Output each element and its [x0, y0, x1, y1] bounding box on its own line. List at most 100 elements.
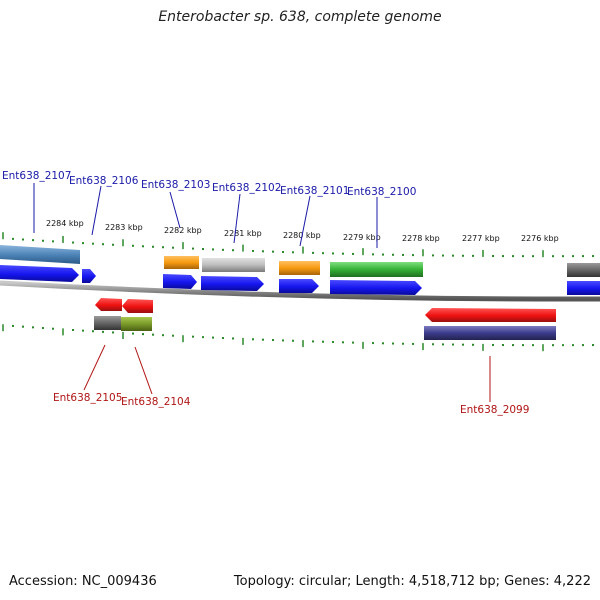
gene-label[interactable]: Ent638_2107	[2, 170, 71, 182]
minor-tick	[322, 252, 324, 255]
minor-tick	[462, 343, 464, 346]
major-tick	[362, 341, 364, 349]
major-tick	[422, 249, 424, 257]
tick-label: 2277 kbp	[462, 234, 500, 243]
cds-arrow[interactable]	[0, 265, 79, 282]
minor-tick	[32, 239, 34, 242]
minor-tick	[272, 339, 274, 342]
minor-tick	[332, 341, 334, 344]
gene-label[interactable]: Ent638_2105	[53, 392, 122, 404]
cds-arrow[interactable]	[95, 298, 122, 311]
minor-tick	[282, 250, 284, 253]
gene-label[interactable]: Ent638_2106	[69, 175, 139, 187]
major-tick	[362, 248, 364, 256]
minor-tick	[252, 338, 254, 341]
gene-bar[interactable]	[0, 245, 80, 264]
minor-tick	[352, 252, 354, 255]
minor-tick	[192, 335, 194, 338]
minor-tick	[352, 341, 354, 344]
gene-bar[interactable]	[164, 256, 199, 269]
minor-tick	[222, 337, 224, 340]
cds-arrow[interactable]	[201, 276, 264, 291]
gene-label[interactable]: Ent638_2099	[460, 404, 529, 416]
gene-label[interactable]: Ent638_2102	[212, 182, 281, 194]
minor-tick	[512, 255, 514, 258]
gene-label[interactable]: Ent638_2100	[347, 186, 416, 198]
tick-label: 2281 kbp	[224, 229, 262, 238]
major-tick	[2, 324, 4, 332]
bottom-gene-labels: Ent638_2105 Ent638_2104 Ent638_2099	[53, 392, 529, 416]
minor-tick	[442, 343, 444, 346]
cds-arrow[interactable]	[425, 308, 556, 322]
minor-tick	[112, 331, 114, 334]
minor-tick	[342, 252, 344, 255]
major-tick	[122, 239, 124, 247]
minor-tick	[72, 328, 74, 331]
minor-tick	[162, 334, 164, 337]
gene-bar[interactable]	[330, 262, 423, 277]
minor-tick	[512, 344, 514, 347]
major-tick	[242, 337, 244, 345]
minor-tick	[312, 251, 314, 254]
cds-arrow[interactable]	[163, 274, 197, 289]
gene-bar[interactable]	[121, 317, 152, 331]
minor-tick	[412, 254, 414, 257]
cds-arrow[interactable]	[567, 281, 600, 295]
gene-bar[interactable]	[424, 326, 556, 340]
major-tick	[542, 250, 544, 258]
minor-tick	[322, 340, 324, 343]
cds-arrow[interactable]	[330, 280, 422, 295]
top-cds-arrows	[0, 265, 600, 295]
minor-tick	[372, 253, 374, 256]
minor-tick	[102, 330, 104, 333]
cds-arrow[interactable]	[122, 299, 153, 313]
major-tick	[302, 340, 304, 348]
minor-tick	[172, 334, 174, 337]
minor-tick	[472, 343, 474, 346]
minor-tick	[372, 342, 374, 345]
gene-bar[interactable]	[202, 258, 265, 272]
top-gene-labels: Ent638_2107 Ent638_2106 Ent638_2103 Ent6…	[2, 170, 416, 198]
minor-tick	[252, 249, 254, 252]
minor-tick	[212, 248, 214, 251]
minor-tick	[162, 246, 164, 249]
minor-tick	[262, 250, 264, 253]
major-tick	[542, 344, 544, 352]
minor-tick	[382, 253, 384, 256]
minor-tick	[442, 254, 444, 257]
major-tick	[482, 343, 484, 351]
minor-tick	[92, 330, 94, 333]
minor-tick	[492, 343, 494, 346]
gene-bar[interactable]	[567, 263, 600, 277]
major-tick	[302, 246, 304, 254]
major-tick	[482, 249, 484, 257]
top-leader-lines	[33, 183, 378, 248]
gene-label[interactable]: Ent638_2104	[121, 396, 191, 408]
tick-label: 2278 kbp	[402, 234, 440, 243]
tick-label: 2276 kbp	[521, 234, 559, 243]
minor-tick	[22, 238, 24, 241]
minor-tick	[292, 339, 294, 342]
minor-tick	[172, 246, 174, 249]
cds-arrow[interactable]	[279, 279, 319, 293]
minor-tick	[142, 245, 144, 248]
major-tick	[122, 332, 124, 340]
gene-label[interactable]: Ent638_2103	[141, 179, 210, 191]
minor-tick	[472, 254, 474, 257]
gene-bar[interactable]	[94, 316, 121, 330]
minor-tick	[392, 342, 394, 345]
minor-tick	[332, 252, 334, 255]
minor-tick	[42, 327, 44, 330]
minor-tick	[572, 255, 574, 258]
minor-tick	[552, 344, 554, 347]
gene-bar[interactable]	[279, 261, 320, 275]
gene-label[interactable]: Ent638_2101	[280, 185, 349, 197]
cds-arrow[interactable]	[82, 269, 96, 283]
minor-tick	[562, 255, 564, 258]
minor-tick	[402, 342, 404, 345]
minor-tick	[432, 254, 434, 257]
top-feature-bars	[0, 245, 600, 277]
minor-tick	[72, 241, 74, 244]
minor-tick	[452, 343, 454, 346]
major-tick	[62, 328, 64, 336]
